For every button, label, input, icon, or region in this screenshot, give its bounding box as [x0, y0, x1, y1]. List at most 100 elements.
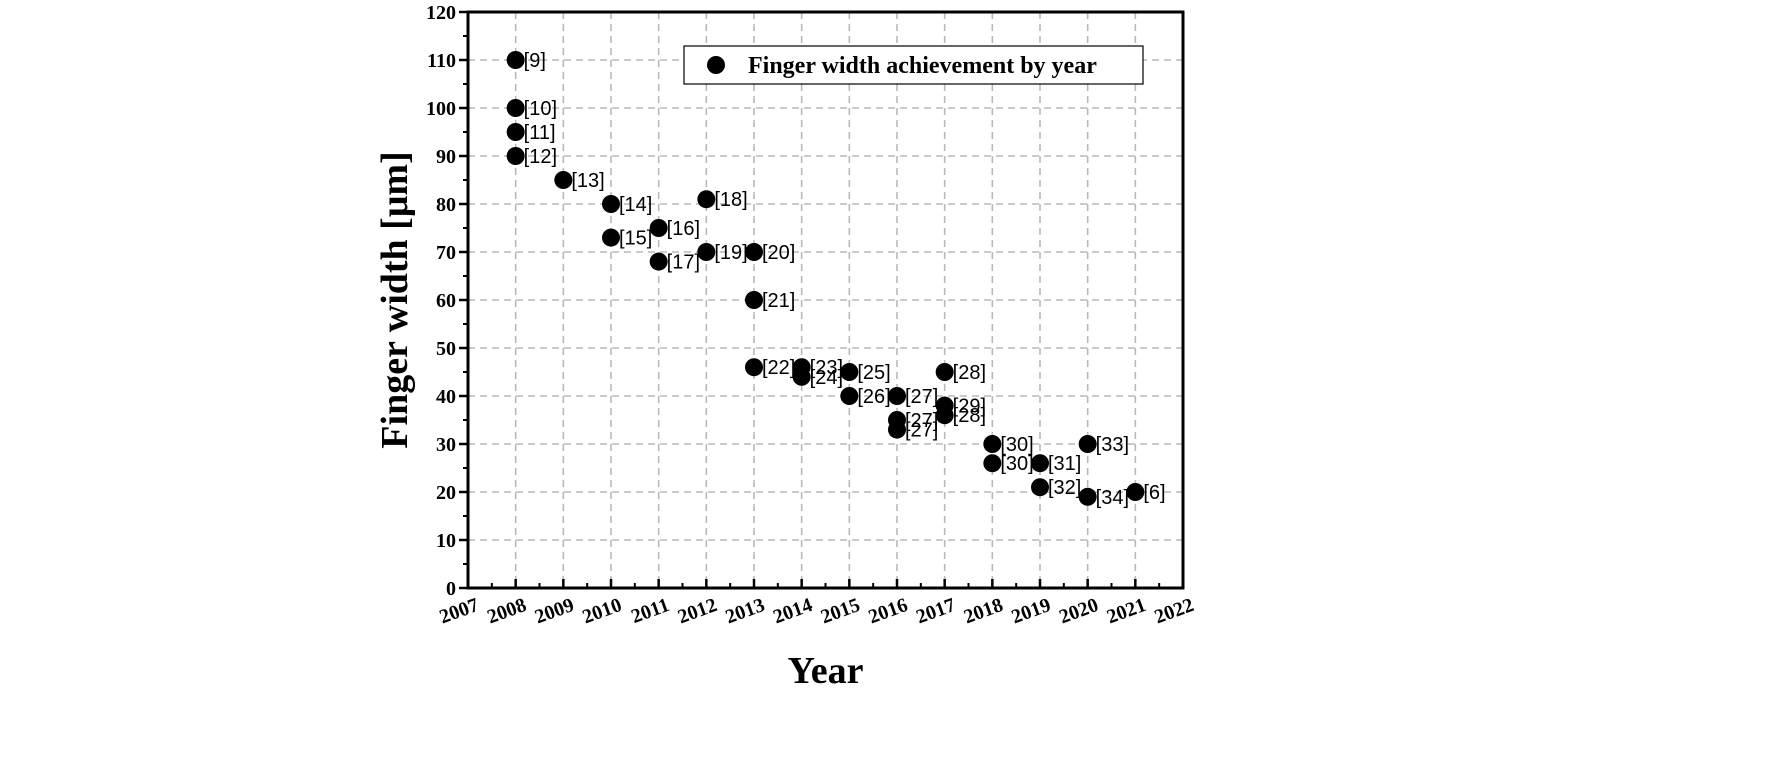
x-tick-label: 2016 [866, 594, 911, 628]
data-point [506, 123, 525, 141]
point-label: [32] [1048, 477, 1081, 499]
x-tick-label: 2019 [1009, 594, 1054, 628]
x-tick-label: 2008 [484, 594, 529, 628]
data-point [1031, 478, 1049, 497]
y-tick-label: 60 [436, 290, 456, 312]
data-point [888, 420, 906, 439]
data-point [602, 228, 620, 247]
y-tick-label: 40 [436, 386, 456, 408]
point-label: [21] [762, 290, 795, 312]
point-label: [14] [619, 194, 652, 216]
point-label: [6] [1143, 482, 1165, 504]
data-point [1126, 483, 1145, 501]
point-label: [27] [905, 420, 938, 442]
point-label: [18] [714, 189, 747, 211]
point-label: [34] [1096, 487, 1129, 509]
point-label: [19] [714, 242, 747, 264]
x-axis-ticks: 2007 2008 2009 2010 2011 2012 2013 2014 2015 2016… [437, 579, 1197, 628]
data-point [840, 363, 859, 381]
legend-marker [707, 56, 725, 74]
y-tick-label: 120 [426, 2, 456, 24]
point-label: [26] [857, 386, 890, 408]
legend: Finger width achievement by year [683, 45, 1144, 85]
point-label: [9] [524, 50, 546, 72]
x-tick-label: 2010 [580, 594, 625, 628]
x-tick-label: 2013 [723, 594, 768, 628]
data-point [935, 406, 954, 425]
y-tick-label: 70 [436, 242, 456, 264]
data-point [983, 454, 1002, 473]
x-tick-label: 2017 [913, 594, 958, 628]
point-label: [24] [810, 367, 843, 389]
data-point [888, 387, 906, 405]
point-label: [29] [953, 396, 986, 418]
legend-entry: Finger width achievement by year [748, 53, 1097, 79]
data-point [745, 358, 763, 377]
data-point [1031, 454, 1049, 473]
x-tick-label: 2015 [818, 594, 863, 628]
x-tick-label: 2014 [770, 594, 815, 628]
data-point [506, 51, 525, 69]
x-tick-label: 2009 [532, 594, 577, 628]
point-label: [25] [857, 362, 890, 384]
x-tick-label: 2020 [1056, 594, 1101, 628]
data-point [792, 367, 811, 386]
point-label: [11] [524, 122, 556, 144]
point-label: [16] [667, 218, 700, 240]
y-tick-label: 90 [436, 146, 456, 168]
point-labels: [9] [10][11][12] [13] [14] [15] [16] [17] [18] [… [524, 50, 1166, 509]
x-tick-label: 2018 [961, 594, 1006, 628]
y-tick-label: 80 [436, 194, 456, 216]
data-point [697, 190, 716, 209]
y-tick-label: 50 [436, 338, 456, 360]
x-tick-label: 2022 [1152, 594, 1197, 628]
point-label: [23] [810, 357, 843, 379]
data-point [506, 99, 525, 117]
data-point [649, 252, 668, 271]
point-label: [28] [953, 405, 986, 427]
data-point [745, 291, 763, 309]
data-points [506, 51, 1145, 506]
point-label: [10] [524, 98, 557, 120]
y-tick-label: 100 [426, 98, 456, 120]
point-label: [17] [667, 252, 700, 274]
legend-box [683, 45, 1144, 85]
x-tick-label: 2011 [628, 594, 672, 628]
data-point [649, 219, 668, 237]
data-point [745, 243, 763, 261]
point-label: [12] [524, 146, 557, 168]
y-tick-label: 30 [436, 434, 456, 456]
data-point [935, 363, 954, 381]
y-axis-ticks: 0 10 20 30 40 50 60 70 80 90 100 110 120 [426, 2, 468, 600]
y-tick-label: 20 [436, 482, 456, 504]
plot-frame [466, 10, 1185, 590]
y-tick-label: 110 [427, 50, 456, 72]
point-label: [13] [571, 170, 604, 192]
point-label: [31] [1048, 453, 1081, 475]
point-label: [30] [1000, 434, 1033, 456]
data-point [983, 435, 1002, 453]
data-point [1078, 487, 1097, 506]
data-point [554, 171, 573, 189]
point-label: [28] [953, 362, 986, 384]
grid-lines [468, 12, 1183, 588]
data-point [1078, 435, 1097, 453]
point-label: [15] [619, 228, 652, 250]
point-label: [22] [762, 357, 795, 379]
data-point [602, 195, 620, 213]
data-point [697, 243, 716, 261]
y-axis-title: Finger width [μm] [374, 151, 416, 448]
point-label: [30] [1000, 453, 1033, 475]
y-tick-label: 0 [446, 578, 456, 600]
x-tick-label: 2012 [675, 594, 720, 628]
data-point [840, 387, 859, 405]
point-label: [33] [1096, 434, 1129, 456]
x-axis-title: Year [788, 650, 864, 692]
x-tick-label: 2007 [437, 594, 482, 628]
point-label: [27] [905, 410, 938, 432]
x-tick-label: 2021 [1104, 594, 1149, 628]
y-tick-label: 10 [436, 530, 456, 552]
point-label: [20] [762, 242, 795, 264]
data-point [506, 147, 525, 165]
